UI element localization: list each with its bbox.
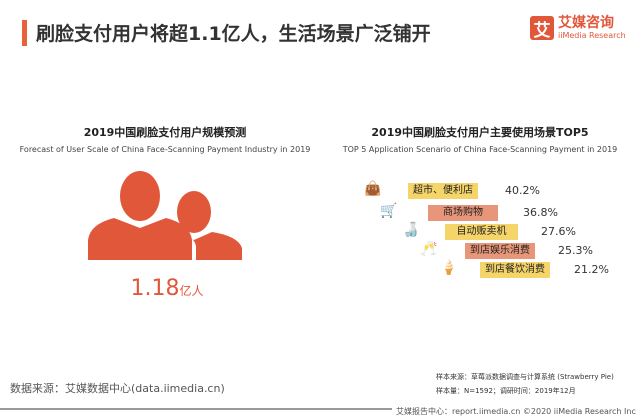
page-title: 刷脸支付用户将超1.1亿人，生活场景广泛铺开 (36, 23, 431, 45)
scenario-value: 25.3% (558, 244, 593, 257)
data-source: 数据来源：艾媒数据中心(data.iimedia.cn) (10, 382, 225, 395)
scenario-value: 40.2% (505, 184, 540, 197)
user-scale-value: 1.18亿人 (130, 276, 204, 301)
sample-source: 样本来源：草莓派数据调查与计算系统 (Strawberry Pie) (436, 373, 614, 381)
left-subheading: Forecast of User Scale of China Face-Sca… (19, 145, 311, 154)
logo: 艾 艾媒咨询 iiMedia Research (530, 15, 626, 41)
scenario-value: 21.2% (574, 263, 609, 276)
footer-divider (0, 408, 640, 410)
shopping-bag-icon: 👜 (364, 181, 382, 197)
scenario-value: 27.6% (541, 225, 576, 238)
right-heading: 2019中国刷脸支付用户主要使用场景TOP5 (371, 126, 589, 139)
ice-cream-icon: 🍦 (440, 260, 458, 276)
scenario-label: 超市、便利店 (408, 183, 478, 199)
scenario-value: 36.8% (523, 206, 558, 219)
bottle-icon: 🍶 (402, 222, 420, 238)
sample-info: 样本量：N=1592；调研时间：2019年12月 (436, 387, 576, 395)
cheers-icon: 🥂 (420, 241, 438, 257)
title-accent-bar (22, 20, 27, 46)
right-subheading: TOP 5 Application Scenario of China Face… (342, 145, 618, 154)
left-heading: 2019中国刷脸支付用户规模预测 (83, 126, 247, 139)
scenario-label: 到店餐饮消费 (480, 262, 550, 278)
scenario-label: 到店娱乐消费 (465, 243, 535, 259)
users-icon (88, 171, 242, 260)
copyright: 艾媒报告中心：report.iimedia.cn ©2020 iiMedia R… (392, 406, 640, 417)
cart-icon: 🛒 (380, 203, 398, 219)
scenario-label: 自动贩卖机 (445, 224, 518, 240)
scenario-label: 商场购物 (428, 205, 498, 221)
logo-en: iiMedia Research (558, 31, 626, 40)
logo-mark: 艾 (530, 16, 554, 41)
user-scale-unit: 亿人 (179, 284, 204, 298)
logo-cn: 艾媒咨询 (558, 15, 614, 31)
